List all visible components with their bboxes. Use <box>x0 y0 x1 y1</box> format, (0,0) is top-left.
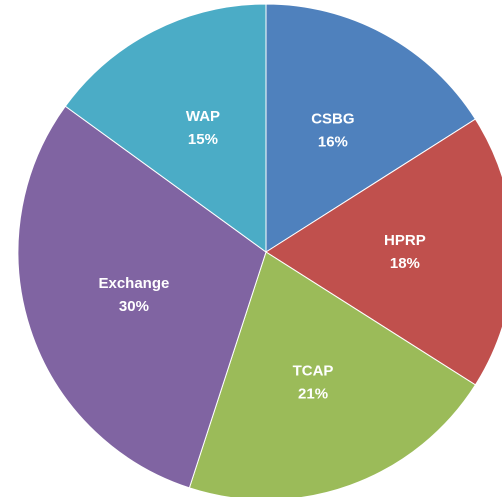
pie-slice <box>265 3 477 253</box>
pie-slice <box>17 105 267 489</box>
slice-value-label: 16% <box>318 133 348 150</box>
slice-value-label: 30% <box>119 298 149 315</box>
slice-label: HPRP <box>384 232 426 249</box>
slice-label: CSBG <box>311 110 354 127</box>
slice-value-label: 15% <box>188 131 218 148</box>
slice-value-label: 18% <box>390 255 420 272</box>
slice-label: WAP <box>186 108 220 125</box>
slice-value-label: 21% <box>298 386 328 403</box>
slice-label: Exchange <box>98 275 169 292</box>
slice-label: TCAP <box>293 363 334 380</box>
pie-slice <box>265 118 502 386</box>
pie-slice <box>64 3 267 253</box>
